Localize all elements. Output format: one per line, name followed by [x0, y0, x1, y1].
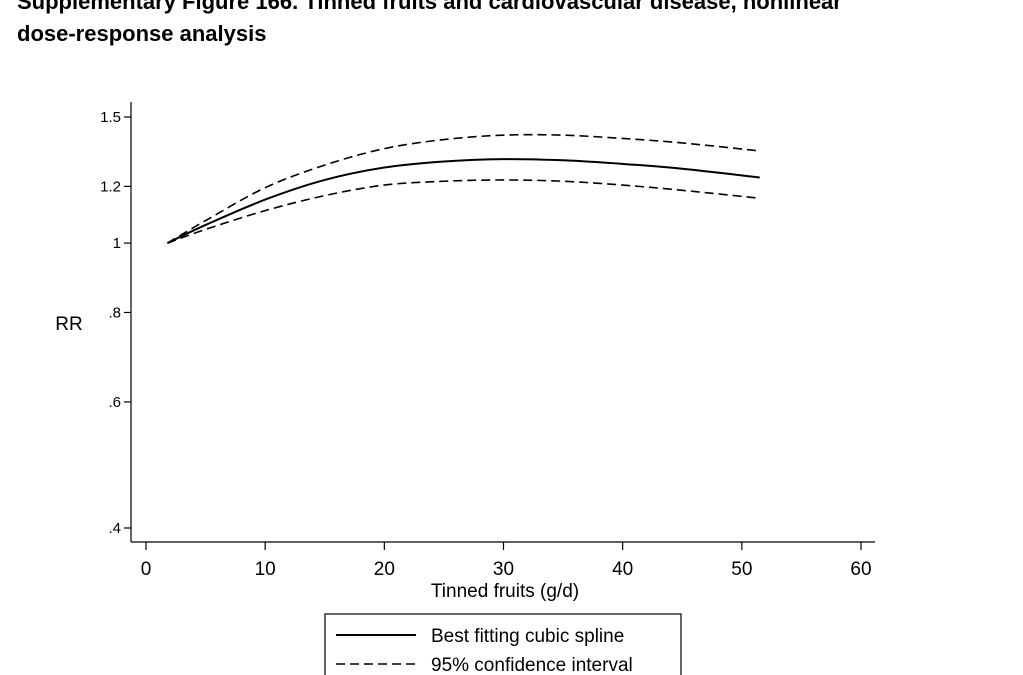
x-tick-label: 50	[731, 559, 752, 580]
legend: Best fitting cubic spline 95% confidence …	[324, 613, 682, 675]
y-tick-label: .8	[108, 304, 121, 321]
x-axis-label: Tinned fruits (g/d)	[431, 581, 579, 602]
y-tick-label: 1	[113, 235, 121, 252]
spline-line	[167, 158, 760, 244]
figure-title: Supplementary Figure 166. Tinned fruits …	[17, 0, 1017, 50]
x-tick-label: 60	[850, 559, 871, 580]
x-tick-label: 0	[141, 559, 152, 580]
chart-lines	[167, 133, 760, 244]
figure-title-line-1: Supplementary Figure 166. Tinned fruits …	[17, 0, 842, 14]
y-tick-label: .6	[108, 394, 121, 411]
ci-lower-line	[167, 179, 760, 244]
legend-label: Best fitting cubic spline	[431, 626, 624, 647]
y-tick-label: 1.2	[100, 178, 121, 195]
chart-axes: .4 .6 .8 1 1.2 1.5 0 10 20 30 40 50 60	[100, 102, 875, 580]
y-axis-label: RR	[55, 314, 82, 335]
legend-label: 95% confidence interval	[431, 655, 633, 675]
x-tick-label: 20	[374, 559, 395, 580]
y-tick-label: .4	[108, 520, 121, 537]
figure-title-line-2: dose-response analysis	[17, 21, 267, 46]
ci-upper-line	[167, 133, 760, 244]
x-tick-label: 10	[255, 559, 276, 580]
y-tick-label: 1.5	[100, 109, 121, 126]
x-tick-label: 30	[493, 559, 514, 580]
x-tick-label: 40	[612, 559, 633, 580]
legend-box	[324, 613, 682, 675]
